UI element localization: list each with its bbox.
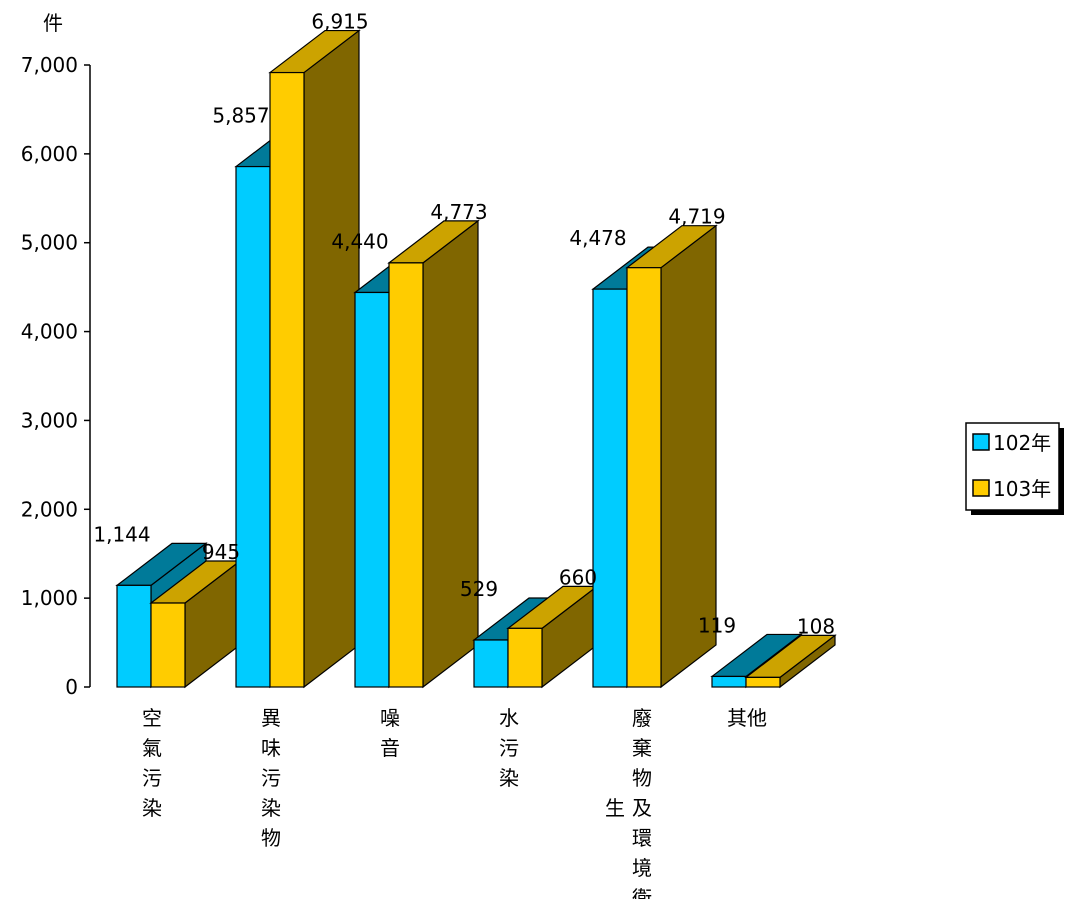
bar-front-face (473, 639, 509, 688)
y-tick-label: 7,000 (21, 53, 78, 77)
category-char: 氣 (142, 736, 162, 760)
bar-front-face (269, 71, 305, 688)
data-label-103-1: 6,915 (311, 10, 368, 34)
category-char: 物 (261, 826, 281, 850)
legend-swatch-102 (972, 433, 990, 451)
y-tick-label: 4,000 (21, 320, 78, 344)
data-label-103-2: 4,773 (430, 200, 487, 224)
bar-front-face (388, 262, 424, 688)
y-tick-label: 3,000 (21, 408, 78, 432)
y-tick-label: 5,000 (21, 231, 78, 255)
category-char: 物 (632, 766, 652, 790)
category-char: 境 (632, 856, 652, 880)
category-char: 污 (142, 766, 162, 790)
data-label-103-3: 660 (559, 565, 597, 589)
data-label-102-2: 4,440 (331, 229, 388, 253)
category-char: 衛 (632, 886, 652, 899)
legend-label-102: 102年 (993, 431, 1051, 455)
category-char: 染 (261, 796, 281, 820)
y-tick-label: 6,000 (21, 142, 78, 166)
category-char: 染 (499, 766, 519, 790)
legend: 102年 103年 (965, 422, 1064, 515)
legend-swatch-103 (972, 479, 990, 497)
category-label-2: 噪音 (380, 706, 400, 760)
bars (115, 29, 837, 689)
bar-103-1 (268, 29, 361, 689)
bar-103-0 (149, 559, 242, 689)
bar-front-face (745, 676, 781, 688)
bar-front-face (150, 602, 186, 688)
category-char: 廢 (632, 706, 652, 730)
category-char: 空 (142, 706, 162, 730)
bar-103-4 (625, 224, 718, 689)
bar-front-face (116, 584, 152, 688)
data-labels: 1,144 945 5,857 6,915 4,440 4,773 529 660 4,478 4… (93, 10, 835, 639)
y-axis-unit-label: 件 (43, 11, 63, 35)
y-tick-label: 2,000 (21, 497, 78, 521)
category-char: 異 (261, 706, 281, 730)
bar-front-face (354, 291, 390, 688)
y-axis: 件 0 1,000 2,000 3,000 4,000 5,000 6,000 7,000 (21, 11, 91, 699)
bar-side-face (303, 29, 360, 689)
category-char: 水 (499, 706, 519, 730)
category-char: 生 (605, 796, 625, 820)
category-char: 味 (261, 736, 281, 760)
category-char: 棄 (632, 736, 652, 760)
y-tick-label: 1,000 (21, 586, 78, 610)
bar-front-face (626, 267, 662, 688)
bar-front-face (507, 627, 543, 688)
category-char: 染 (142, 796, 162, 820)
data-label-102-3: 529 (460, 577, 498, 601)
bar-front-face (592, 288, 628, 688)
bar-side-face (422, 219, 479, 689)
y-tick-label: 0 (65, 675, 78, 699)
data-label-102-1: 5,857 (212, 104, 269, 128)
data-label-102-0: 1,144 (93, 522, 150, 546)
category-char: 噪 (380, 706, 400, 730)
category-char: 及 (632, 796, 652, 820)
category-label-5: 其他 (727, 706, 767, 730)
category-label-3: 水污染 (499, 706, 519, 790)
bar-103-2 (387, 219, 480, 689)
category-char: 環 (632, 826, 652, 850)
category-char: 污 (499, 736, 519, 760)
legend-label-103: 103年 (993, 477, 1051, 501)
data-label-103-4: 4,719 (668, 205, 725, 229)
data-label-103-0: 945 (202, 540, 240, 564)
bar-front-face (235, 165, 271, 688)
category-char: 其他 (727, 706, 767, 730)
data-label-102-4: 4,478 (569, 226, 626, 250)
data-label-102-5: 119 (698, 613, 736, 637)
bar-103-3 (506, 585, 599, 689)
bar-103-5 (744, 634, 837, 689)
bar-front-face (711, 675, 747, 688)
category-char: 音 (380, 736, 400, 760)
data-label-103-5: 108 (797, 614, 835, 638)
category-char: 污 (261, 766, 281, 790)
